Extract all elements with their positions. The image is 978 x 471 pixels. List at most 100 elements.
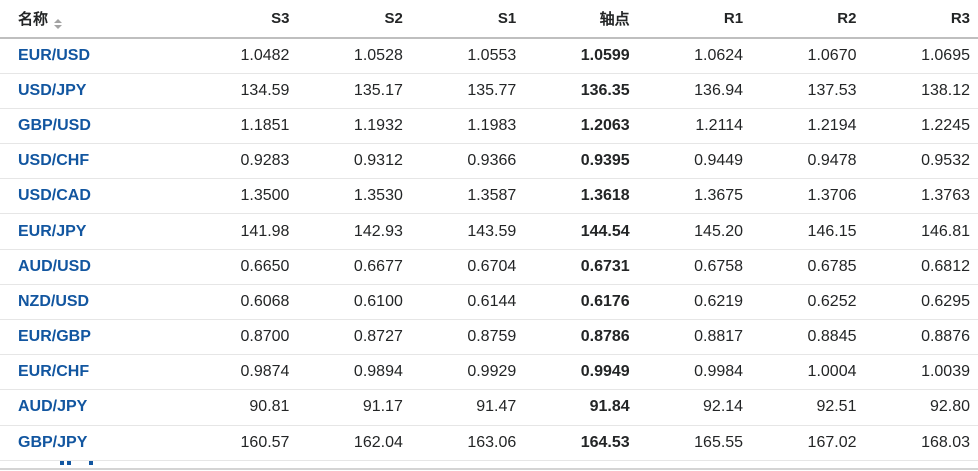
pair-name-link[interactable]: EUR/GBP	[0, 319, 185, 356]
cell-pivot: 1.3618	[524, 178, 638, 215]
pair-name-link[interactable]: EUR/CHF	[0, 354, 185, 391]
cell-r1: 1.0624	[637, 38, 752, 74]
table-row: USD/CHF 0.9283 0.9312 0.9366 0.9395 0.9449 0.9…	[0, 143, 978, 180]
cell-r3: 1.3763	[864, 178, 978, 215]
pair-name-link[interactable]: EUR/USD	[0, 38, 185, 74]
table-row: GBP/USD 1.1851 1.1932 1.1983 1.2063 1.2114 1.2…	[0, 108, 978, 145]
cell-r2: 1.3706	[751, 178, 865, 215]
cell-r1: 136.94	[637, 73, 752, 109]
cell-pivot: 91.84	[524, 389, 638, 426]
cell-pivot: 0.9949	[524, 354, 638, 391]
cell-r1: 0.6219	[637, 284, 752, 321]
column-header-s1: S1	[410, 0, 525, 39]
cell-r2: 1.0670	[751, 38, 865, 74]
cell-s3: 160.57	[184, 425, 298, 461]
cell-s1: 0.8759	[410, 319, 525, 356]
cell-r3: 1.0039	[864, 354, 978, 391]
cell-r3: 1.0695	[864, 38, 978, 74]
cell-s3: 1.0482	[184, 38, 298, 74]
cell-r3: 146.81	[864, 213, 978, 250]
cell-r3: 0.6812	[864, 249, 978, 285]
cell-s3: 90.81	[184, 389, 298, 426]
cell-pivot: 0.9395	[524, 143, 638, 180]
pair-name-link[interactable]: USD/CAD	[0, 178, 185, 215]
pair-name-link[interactable]: AUD/JPY	[0, 389, 185, 426]
cell-s2: 0.9894	[297, 354, 411, 391]
bottom-scrollbar[interactable]	[0, 468, 978, 470]
pair-name-link[interactable]: GBP/USD	[0, 108, 185, 145]
cell-r2: 0.6252	[751, 284, 865, 321]
cell-s1: 1.1983	[410, 108, 525, 145]
cell-s1: 0.6704	[410, 249, 525, 285]
cell-s2: 91.17	[297, 389, 411, 426]
table-row: AUD/USD 0.6650 0.6677 0.6704 0.6731 0.6758 0.6…	[0, 249, 978, 285]
column-header-pivot: 轴点	[524, 0, 638, 39]
cell-r2: 167.02	[751, 425, 865, 461]
column-header-name[interactable]: 名称	[0, 0, 185, 39]
table-row: EUR/JPY 141.98 142.93 143.59 144.54 145.20 146…	[0, 213, 978, 250]
cell-r2: 1.0004	[751, 354, 865, 391]
sort-icon[interactable]	[54, 19, 63, 29]
column-header-s3: S3	[184, 0, 298, 39]
pivot-points-table: 名称 S3 S2 S1 轴点 R1 R2 R3 EUR/USD 1.0482 1.0…	[0, 0, 978, 461]
cell-s2: 1.1932	[297, 108, 411, 145]
cell-r1: 0.9449	[637, 143, 752, 180]
cell-s1: 1.3587	[410, 178, 525, 215]
cell-r1: 1.2114	[637, 108, 752, 145]
cell-s1: 163.06	[410, 425, 525, 461]
cell-s3: 0.9283	[184, 143, 298, 180]
cell-s1: 0.9929	[410, 354, 525, 391]
pair-name-link[interactable]: AUD/USD	[0, 249, 185, 285]
cell-r2: 0.8845	[751, 319, 865, 356]
cell-s1: 135.77	[410, 73, 525, 109]
table-row: EUR/USD 1.0482 1.0528 1.0553 1.0599 1.0624 1.0…	[0, 38, 978, 74]
table-row: EUR/GBP 0.8700 0.8727 0.8759 0.8786 0.8817 0.8…	[0, 319, 978, 356]
table-row: NZD/USD 0.6068 0.6100 0.6144 0.6176 0.6219 0.6…	[0, 284, 978, 321]
cell-s3: 0.6650	[184, 249, 298, 285]
cell-r3: 138.12	[864, 73, 978, 109]
cell-s2: 0.6100	[297, 284, 411, 321]
cell-s2: 135.17	[297, 73, 411, 109]
column-header-r1: R1	[637, 0, 752, 39]
pair-name-link[interactable]: NZD/USD	[0, 284, 185, 321]
cell-r1: 1.3675	[637, 178, 752, 215]
cell-r3: 0.6295	[864, 284, 978, 321]
cell-pivot: 0.6731	[524, 249, 638, 285]
cell-s3: 1.1851	[184, 108, 298, 145]
cell-r3: 0.9532	[864, 143, 978, 180]
cell-r3: 1.2245	[864, 108, 978, 145]
cell-s2: 162.04	[297, 425, 411, 461]
table-row: USD/JPY 134.59 135.17 135.77 136.35 136.94 137…	[0, 73, 978, 109]
cell-s1: 0.6144	[410, 284, 525, 321]
cell-r2: 146.15	[751, 213, 865, 250]
column-header-s2: S2	[297, 0, 411, 39]
table-row: AUD/JPY 90.81 91.17 91.47 91.84 92.14 92.51 92.…	[0, 389, 978, 426]
cell-pivot: 164.53	[524, 425, 638, 461]
cell-r1: 145.20	[637, 213, 752, 250]
cell-s3: 1.3500	[184, 178, 298, 215]
pair-name-link[interactable]: USD/CHF	[0, 143, 185, 180]
cell-s2: 0.9312	[297, 143, 411, 180]
cell-r2: 1.2194	[751, 108, 865, 145]
cell-s3: 0.8700	[184, 319, 298, 356]
cell-s1: 1.0553	[410, 38, 525, 74]
cell-r2: 0.9478	[751, 143, 865, 180]
pair-name-link[interactable]: GBP/JPY	[0, 425, 185, 461]
cell-r3: 168.03	[864, 425, 978, 461]
cell-s3: 134.59	[184, 73, 298, 109]
table-row: EUR/CHF 0.9874 0.9894 0.9929 0.9949 0.9984 1.0…	[0, 354, 978, 391]
cell-s2: 0.6677	[297, 249, 411, 285]
column-header-r3: R3	[864, 0, 978, 39]
cell-s2: 1.0528	[297, 38, 411, 74]
cell-r1: 0.8817	[637, 319, 752, 356]
cell-s2: 0.8727	[297, 319, 411, 356]
column-header-r2: R2	[751, 0, 865, 39]
cell-s1: 143.59	[410, 213, 525, 250]
cell-r1: 165.55	[637, 425, 752, 461]
cell-r2: 137.53	[751, 73, 865, 109]
cell-s1: 0.9366	[410, 143, 525, 180]
cell-r3: 92.80	[864, 389, 978, 426]
pair-name-link[interactable]: USD/JPY	[0, 73, 185, 109]
pair-name-link[interactable]: EUR/JPY	[0, 213, 185, 250]
